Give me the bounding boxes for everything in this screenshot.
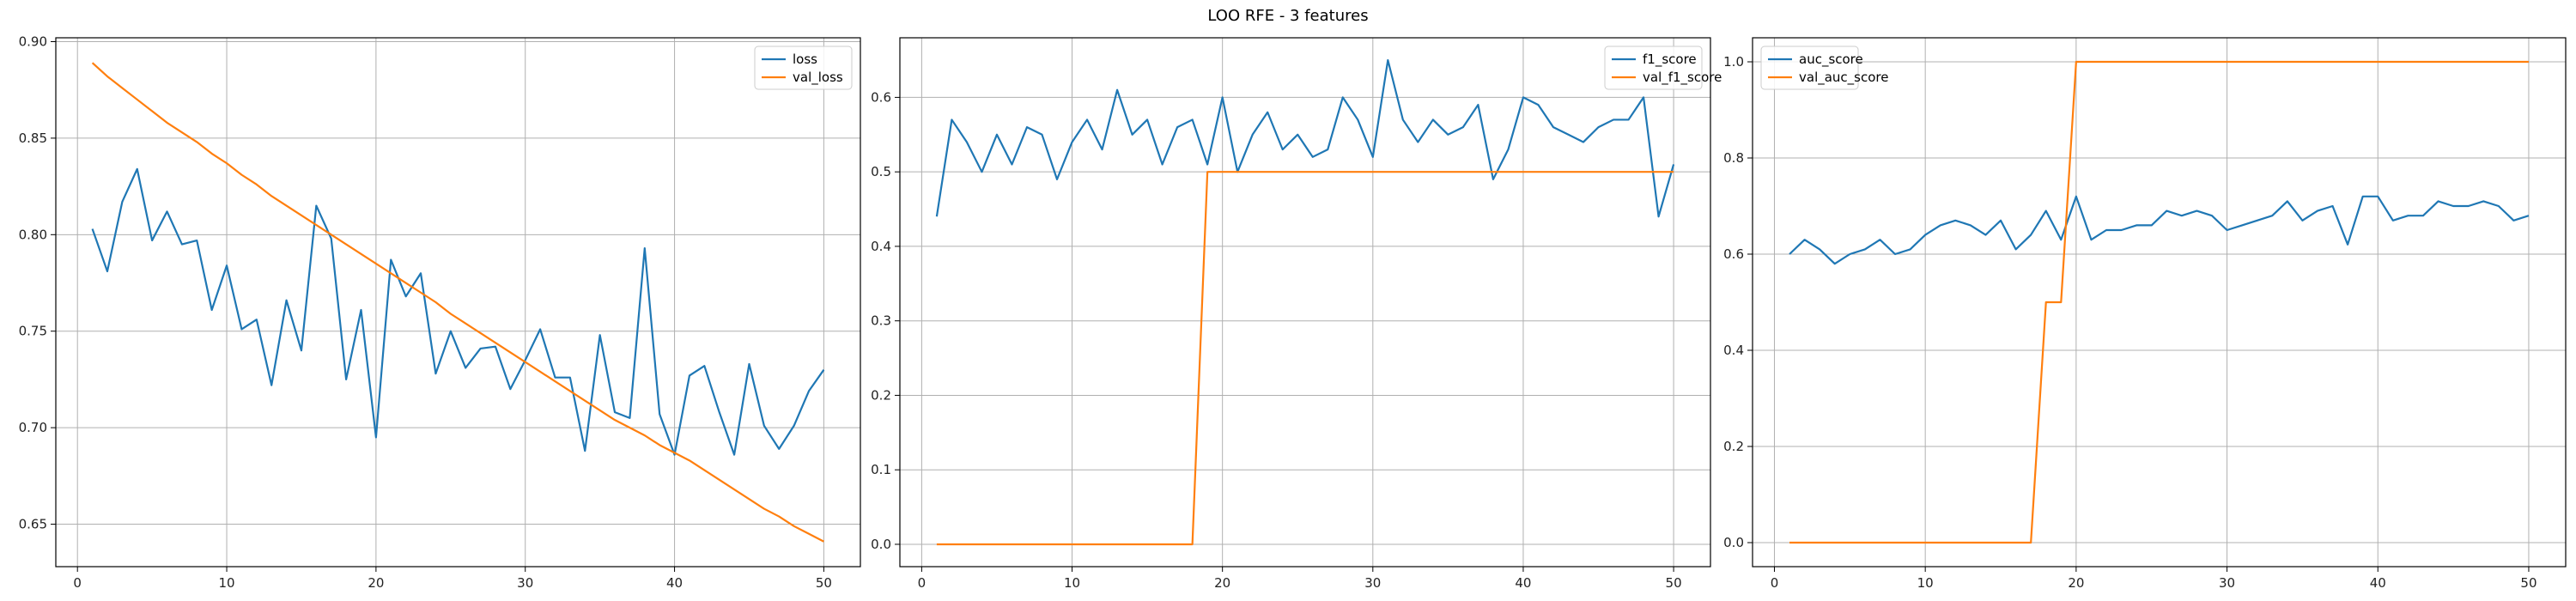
chart-panel-3: 0 10 20 30 40 50 0.0 0.2 0.4 0.6 0.8 1.0 auc_scoreva… bbox=[1723, 37, 2567, 591]
x-tick-label: 50 bbox=[816, 575, 832, 591]
chart-panel-2: 0 10 20 30 40 50 0.0 0.1 0.2 0.3 0.4 0.5 0.6 f1_score… bbox=[871, 37, 1722, 591]
series-line-val_loss bbox=[91, 62, 824, 543]
y-tick-label: 0.2 bbox=[1723, 439, 1744, 454]
series-line-f1_score bbox=[935, 58, 1675, 218]
y-tick-label: 0.6 bbox=[871, 89, 891, 105]
legend-label: loss bbox=[793, 52, 817, 67]
figure-title: LOO RFE - 3 features bbox=[1207, 7, 1369, 25]
y-tick-label: 0.2 bbox=[871, 387, 891, 403]
legend-label: val_f1_score bbox=[1643, 70, 1722, 86]
y-tick-label: 0.90 bbox=[19, 33, 47, 49]
x-tick-label: 30 bbox=[2219, 575, 2235, 591]
x-tick-label: 0 bbox=[918, 575, 927, 591]
chart-panel-1: 0 10 20 30 40 50 0.65 0.70 0.75 0.80 0.85 0.90 loss v… bbox=[19, 33, 861, 591]
y-tick-label: 0.70 bbox=[19, 420, 47, 435]
x-tick-label: 0 bbox=[73, 575, 82, 591]
series-line-auc_score bbox=[1789, 195, 2530, 265]
x-tick-label: 40 bbox=[1515, 575, 1531, 591]
x-tick-label: 20 bbox=[368, 575, 384, 591]
legend-box bbox=[754, 46, 853, 90]
y-tick-label: 0.85 bbox=[19, 131, 47, 146]
x-tick-label: 20 bbox=[2068, 575, 2084, 591]
y-tick-label: 0.8 bbox=[1723, 150, 1744, 166]
x-tick-label: 20 bbox=[1214, 575, 1230, 591]
y-tick-label: 0.0 bbox=[871, 537, 891, 552]
axes-frame bbox=[1752, 37, 2567, 568]
x-tick-label: 30 bbox=[1364, 575, 1381, 591]
legend: auc_score val_auc_score bbox=[1760, 46, 1889, 90]
x-tick-label: 40 bbox=[666, 575, 683, 591]
legend-label: f1_score bbox=[1643, 52, 1697, 68]
x-tick-label: 30 bbox=[517, 575, 533, 591]
series-line-val_f1_score bbox=[936, 171, 1674, 546]
y-tick-label: 0.75 bbox=[19, 324, 47, 339]
y-tick-label: 0.65 bbox=[19, 517, 47, 532]
y-tick-label: 0.5 bbox=[871, 164, 891, 179]
x-tick-label: 40 bbox=[2370, 575, 2386, 591]
legend-box bbox=[1760, 46, 1859, 90]
axes-frame bbox=[55, 37, 861, 568]
x-tick-label: 50 bbox=[2520, 575, 2537, 591]
legend: loss val_loss bbox=[754, 46, 853, 90]
y-tick-label: 0.80 bbox=[19, 227, 47, 242]
x-tick-label: 50 bbox=[1666, 575, 1682, 591]
legend-label: auc_score bbox=[1799, 52, 1863, 68]
legend-label: val_auc_score bbox=[1799, 70, 1889, 86]
x-tick-label: 10 bbox=[1917, 575, 1934, 591]
y-tick-label: 0.3 bbox=[871, 313, 891, 329]
axes-frame bbox=[899, 37, 1711, 568]
y-tick-label: 0.6 bbox=[1723, 246, 1744, 262]
x-tick-label: 0 bbox=[1771, 575, 1779, 591]
legend-label: val_loss bbox=[793, 70, 843, 86]
legend-box bbox=[1604, 46, 1703, 90]
series-line-val_auc_score bbox=[1789, 60, 2529, 544]
series-line-loss bbox=[91, 167, 825, 456]
y-tick-label: 1.0 bbox=[1723, 54, 1744, 70]
y-tick-label: 0.4 bbox=[1723, 343, 1744, 358]
legend: f1_score val_f1_score bbox=[1604, 46, 1722, 90]
y-tick-label: 0.1 bbox=[871, 462, 891, 477]
x-tick-label: 10 bbox=[219, 575, 235, 591]
x-tick-label: 10 bbox=[1064, 575, 1080, 591]
y-tick-label: 0.0 bbox=[1723, 535, 1744, 550]
y-tick-label: 0.4 bbox=[871, 239, 891, 254]
